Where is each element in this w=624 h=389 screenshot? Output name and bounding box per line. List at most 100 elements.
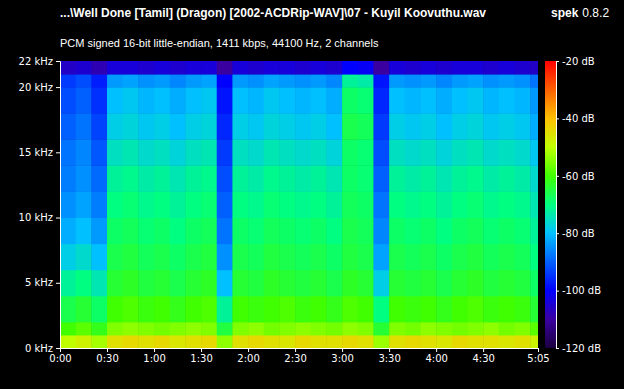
cell xyxy=(60,139,76,166)
cell xyxy=(264,165,280,192)
tick: 4:00 xyxy=(425,348,447,364)
cell xyxy=(138,296,154,323)
cell xyxy=(295,191,311,218)
x-axis-line xyxy=(61,349,539,353)
tick: 0 kHz xyxy=(25,343,60,354)
cell xyxy=(420,244,436,271)
tick-label: 10 kHz xyxy=(19,212,53,223)
cell xyxy=(264,74,280,88)
cell xyxy=(467,139,483,166)
cell xyxy=(107,74,123,88)
cell xyxy=(138,191,154,218)
tick-label: 1:00 xyxy=(143,353,165,364)
cell xyxy=(76,87,92,114)
cell xyxy=(201,244,217,271)
cell xyxy=(264,218,280,245)
cell xyxy=(232,74,248,88)
cell xyxy=(452,139,468,166)
cell xyxy=(311,165,327,192)
cell xyxy=(295,113,311,140)
cell xyxy=(342,113,358,140)
cell xyxy=(60,296,76,323)
cell xyxy=(248,191,264,218)
tick-label: -40 dB xyxy=(562,113,595,124)
tick-label: -80 dB xyxy=(562,228,595,239)
cell xyxy=(342,165,358,192)
cell xyxy=(107,191,123,218)
cell xyxy=(326,322,342,336)
cell xyxy=(514,74,530,88)
cell xyxy=(76,218,92,245)
cell xyxy=(279,87,295,114)
cell xyxy=(514,244,530,271)
tick: 20 kHz xyxy=(19,82,60,93)
tick: 1:30 xyxy=(190,348,212,364)
cell xyxy=(436,61,452,75)
cell xyxy=(467,335,483,348)
cell xyxy=(295,87,311,114)
cell xyxy=(217,61,233,75)
tick-label: 3:00 xyxy=(331,353,353,364)
cell xyxy=(123,191,139,218)
cell xyxy=(311,87,327,114)
cell xyxy=(76,113,92,140)
cell xyxy=(60,270,76,297)
cell xyxy=(452,113,468,140)
tick-mark xyxy=(538,348,539,352)
cell xyxy=(358,244,374,271)
cell xyxy=(248,270,264,297)
cell xyxy=(123,244,139,271)
cell xyxy=(279,191,295,218)
cell xyxy=(358,74,374,88)
cell xyxy=(311,191,327,218)
cell xyxy=(170,87,186,114)
cell xyxy=(342,139,358,166)
cell xyxy=(373,113,389,140)
cell xyxy=(91,244,107,271)
cell xyxy=(107,335,123,348)
tick-label: -20 dB xyxy=(562,56,595,67)
cell xyxy=(373,61,389,75)
cell xyxy=(154,218,170,245)
tick-label: 0:00 xyxy=(49,353,71,364)
cell xyxy=(514,87,530,114)
cell xyxy=(326,113,342,140)
cell xyxy=(420,270,436,297)
cell xyxy=(264,191,280,218)
cell xyxy=(530,218,538,245)
cell xyxy=(452,165,468,192)
tick-mark xyxy=(556,233,559,234)
cell xyxy=(373,322,389,336)
cell xyxy=(452,61,468,75)
tick-label: -100 dB xyxy=(562,285,601,296)
cell xyxy=(217,244,233,271)
cell xyxy=(217,87,233,114)
cell xyxy=(452,87,468,114)
tick: 3:30 xyxy=(378,348,400,364)
cell xyxy=(279,296,295,323)
cell xyxy=(76,191,92,218)
cell xyxy=(170,165,186,192)
cell xyxy=(405,165,421,192)
tick-mark xyxy=(107,348,108,352)
cell xyxy=(420,335,436,348)
tick-mark xyxy=(483,348,484,352)
cell xyxy=(107,113,123,140)
cell xyxy=(295,244,311,271)
cell xyxy=(530,191,538,218)
tick-label: 5 kHz xyxy=(25,277,53,288)
cell xyxy=(91,191,107,218)
cell xyxy=(201,165,217,192)
cell xyxy=(326,139,342,166)
cell xyxy=(389,61,405,75)
cell xyxy=(342,335,358,348)
colorbar-axis-line xyxy=(557,62,560,349)
cell xyxy=(232,335,248,348)
cell xyxy=(483,244,499,271)
cell xyxy=(170,74,186,88)
cell xyxy=(138,335,154,348)
tick-mark xyxy=(556,348,559,349)
cell xyxy=(279,165,295,192)
cell xyxy=(185,61,201,75)
cell xyxy=(91,218,107,245)
